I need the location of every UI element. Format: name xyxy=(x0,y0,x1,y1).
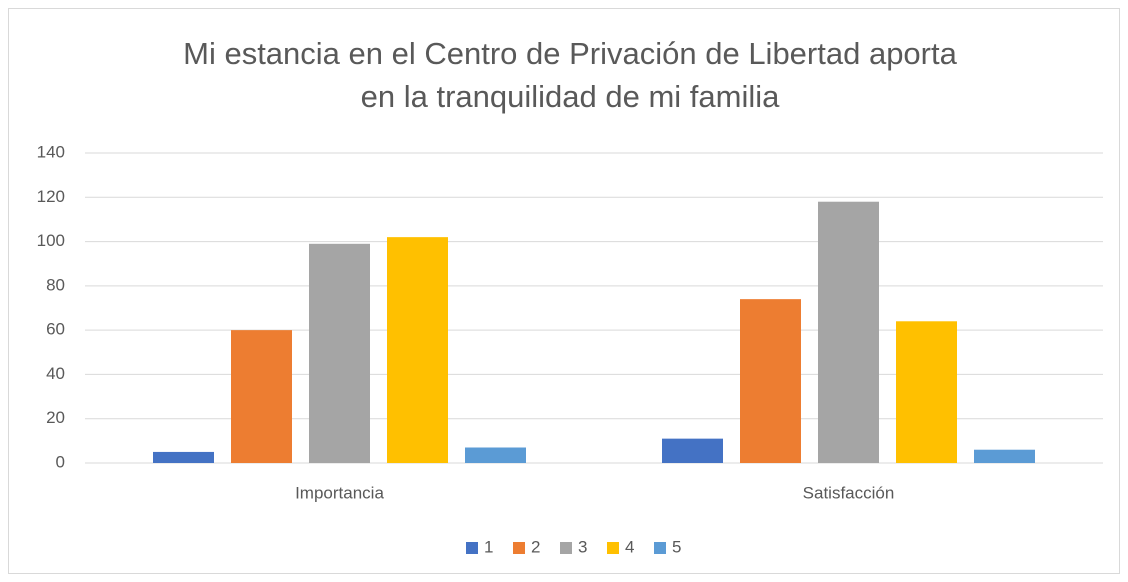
y-tick-label: 40 xyxy=(46,364,65,383)
legend-swatch xyxy=(560,542,572,554)
y-tick-label: 100 xyxy=(37,231,65,250)
legend-swatch xyxy=(607,542,619,554)
chart-title: Mi estancia en el Centro de Privación de… xyxy=(183,36,957,71)
y-tick-label: 0 xyxy=(56,452,65,471)
chart-title: en la tranquilidad de mi familia xyxy=(361,79,780,114)
y-tick-label: 140 xyxy=(37,142,65,161)
legend-swatch xyxy=(513,542,525,554)
x-tick-label: Importancia xyxy=(295,483,384,502)
bar xyxy=(740,299,801,463)
legend-label: 5 xyxy=(672,537,681,556)
bar xyxy=(896,321,957,463)
y-tick-label: 20 xyxy=(46,408,65,427)
chart-border xyxy=(8,8,1120,574)
bar xyxy=(231,330,292,463)
legend-swatch xyxy=(466,542,478,554)
bar xyxy=(153,451,214,463)
y-tick-label: 120 xyxy=(37,187,65,206)
bar xyxy=(387,237,448,463)
bar xyxy=(465,447,526,463)
x-tick-label: Satisfacción xyxy=(803,483,895,502)
legend-swatch xyxy=(654,542,666,554)
bar xyxy=(662,438,723,463)
bar xyxy=(309,243,370,463)
legend-label: 1 xyxy=(484,537,493,556)
legend-label: 4 xyxy=(625,537,634,556)
legend-label: 2 xyxy=(531,537,540,556)
bar xyxy=(974,449,1035,463)
y-tick-label: 80 xyxy=(46,275,65,294)
legend-label: 3 xyxy=(578,537,587,556)
y-tick-label: 60 xyxy=(46,320,65,339)
bar xyxy=(818,201,879,463)
